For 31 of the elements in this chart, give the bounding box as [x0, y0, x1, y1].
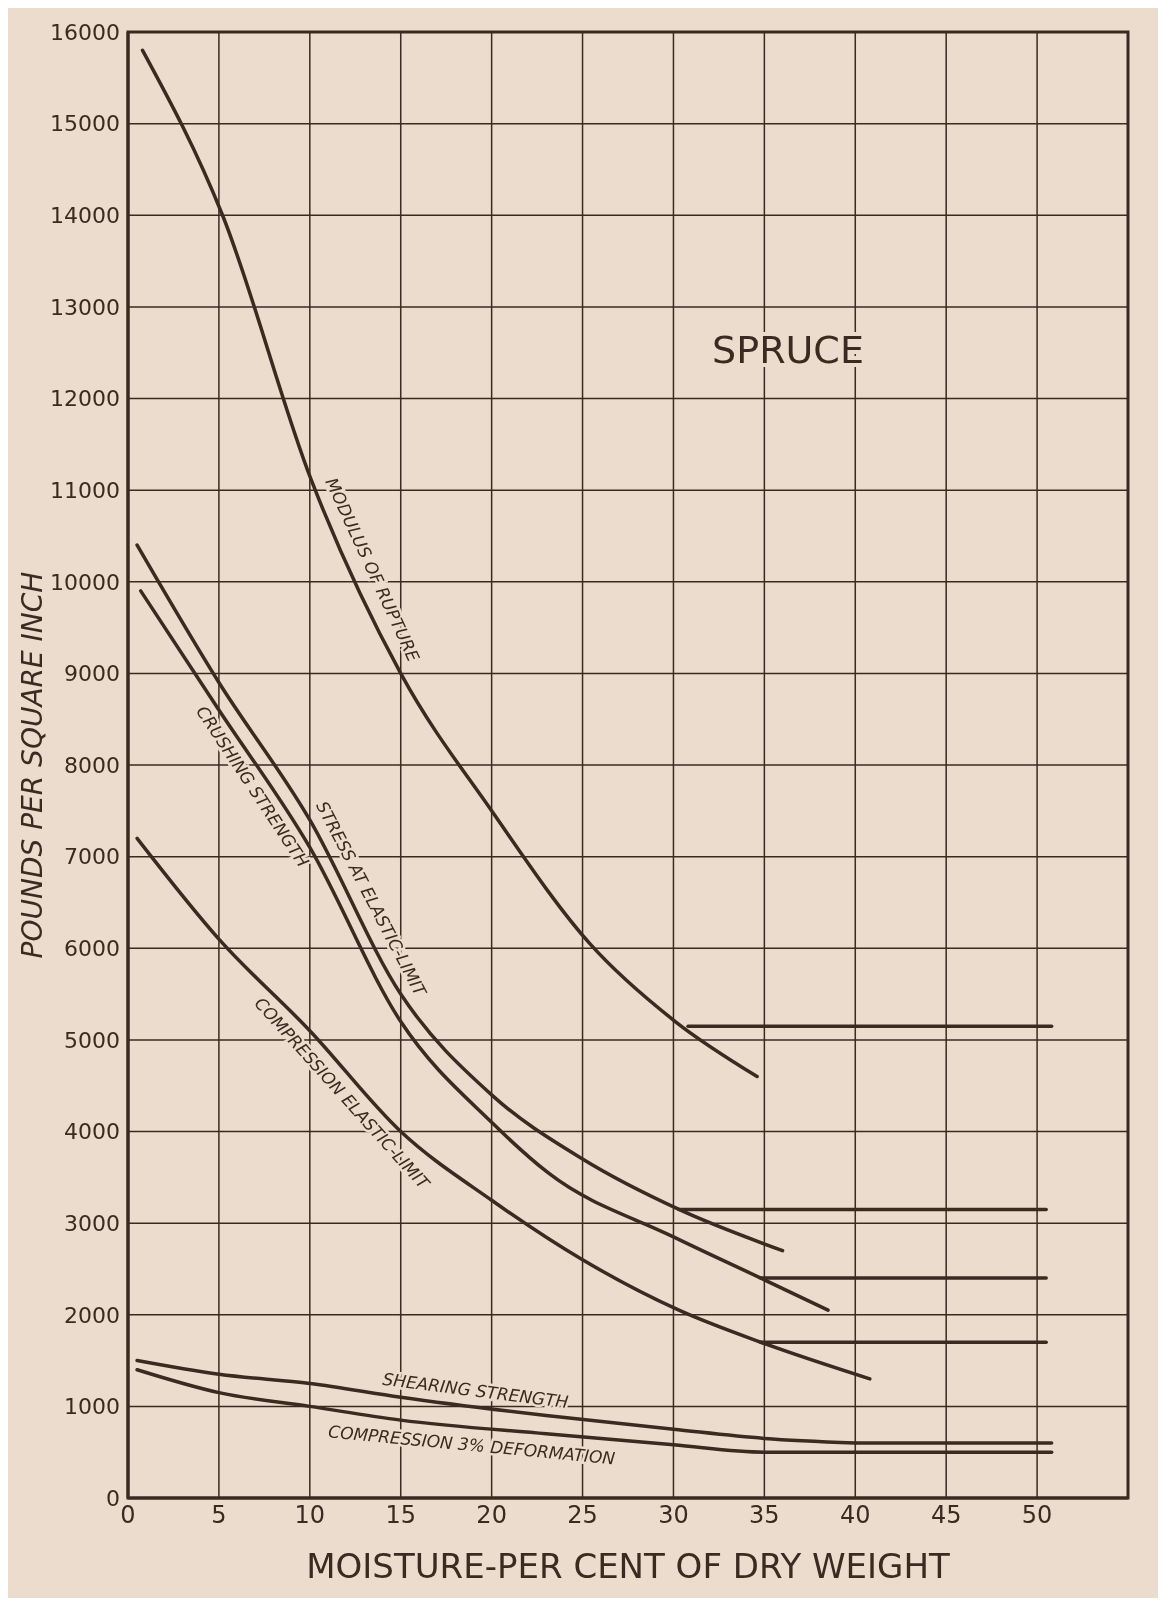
y-tick-label: 8000: [64, 752, 120, 778]
y-tick-label: 6000: [64, 936, 120, 962]
x-tick-label: 20: [476, 1501, 507, 1530]
y-tick-label: 2000: [64, 1302, 120, 1328]
y-tick-label: 15000: [50, 111, 120, 137]
y-tick-label: 11000: [50, 477, 120, 503]
x-tick-label: 5: [211, 1501, 227, 1530]
y-tick-label: 7000: [64, 844, 120, 870]
x-tick-label: 50: [1021, 1501, 1053, 1530]
x-tick-label: 25: [567, 1501, 598, 1530]
y-tick-label: 13000: [50, 294, 120, 320]
x-tick-label: 30: [658, 1501, 689, 1530]
text: COMPRESSION 3% DEFORMATION: [327, 1421, 617, 1469]
x-tick-label: 45: [930, 1501, 962, 1530]
x-tick-label: 15: [385, 1501, 416, 1530]
x-tick-label: 10: [294, 1501, 326, 1530]
x-axis-title: MOISTURE-PER CENT OF DRY WEIGHT: [306, 1546, 950, 1586]
y-tick-label: 5000: [64, 1027, 120, 1053]
y-axis-title: POUNDS PER SQUARE INCH: [15, 571, 49, 959]
y-tick-label: 9000: [64, 661, 120, 687]
y-tick-label: 3000: [64, 1210, 120, 1236]
y-tick-label: 10000: [50, 569, 120, 595]
y-tick-label: 1000: [64, 1394, 120, 1420]
y-tick-label: 14000: [50, 203, 120, 229]
y-tick-label: 4000: [64, 1119, 120, 1145]
x-tick-label: 35: [749, 1501, 780, 1530]
y-tick-label: 16000: [50, 19, 120, 45]
y-tick-label: 12000: [50, 386, 120, 412]
x-tick-label: 40: [840, 1501, 871, 1530]
text: SHEARING STRENGTH: [381, 1368, 570, 1413]
y-tick-label: 0: [106, 1485, 120, 1511]
